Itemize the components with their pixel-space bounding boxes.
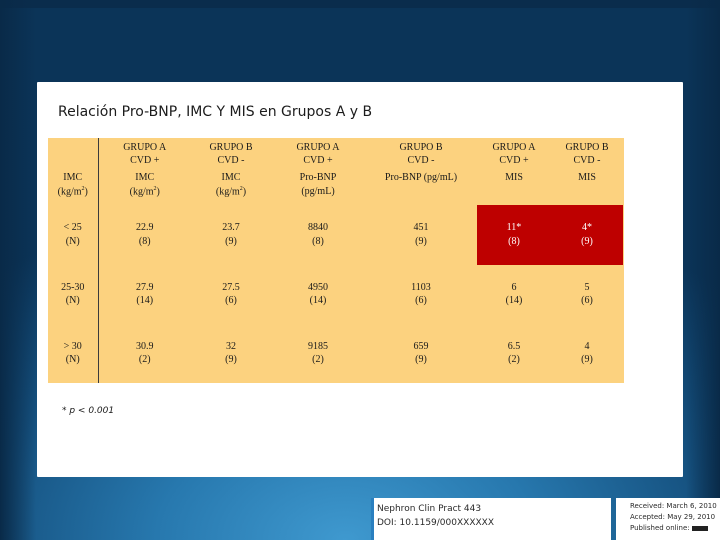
table-cell: 4 (9) <box>581 340 593 366</box>
journal-citation: Nephron Clin Pract 443 DOI: 10.1159/000X… <box>371 498 611 540</box>
table-cell: 23.7 (9) <box>222 222 240 247</box>
published-date: Published online: <box>630 524 708 532</box>
table-cell: 8840 (8) <box>308 222 328 247</box>
table-cell: 1103 (6) <box>411 281 431 307</box>
journal-accent-bar <box>371 498 374 540</box>
table-cell: 6 (14) <box>505 281 523 307</box>
slide-top-frame <box>0 0 720 8</box>
accepted-date: Accepted: May 29, 2010 <box>630 513 716 521</box>
units-cell: IMC (kg/m2) <box>215 172 247 197</box>
table-cell: 451 (9) <box>413 222 429 247</box>
results-table: GRUPO A CVD + GRUPO B CVD - GRUPO A CVD + G… <box>48 138 624 383</box>
row-label-cell: < 25 (N) <box>48 205 99 265</box>
units-cell: MIS <box>578 172 596 184</box>
slide-right-frame <box>686 0 720 540</box>
slide-title: Relación Pro-BNP, IMC Y MIS en Grupos A … <box>58 104 373 120</box>
table-units-row: IMC (kg/m2) IMC (kg/m2) IMC (kg/m2) Pro-BNP… <box>48 170 623 206</box>
highlighted-cell: 11* (8) <box>477 205 551 265</box>
table-cell: 659 (9) <box>413 340 429 366</box>
units-cell: Pro-BNP (pg/mL) <box>299 172 337 197</box>
journal-name: Nephron Clin Pract 443 <box>377 504 482 514</box>
header-cell: GRUPO B CVD - <box>565 141 609 167</box>
units-cell: Pro-BNP (pg/mL) <box>384 172 458 184</box>
table-cell: 22.9 (8) <box>136 222 154 247</box>
table-row: > 30 (N) 30.9 (2) 32 (9) 9185 (2) 659 (9) 6.5… <box>48 323 623 383</box>
table-cell: 27.5 (6) <box>222 281 240 307</box>
units-cell: IMC (kg/m2) <box>129 172 160 197</box>
received-date: Received: March 6, 2010 <box>630 502 717 510</box>
header-cell: GRUPO B CVD - <box>209 141 253 167</box>
header-cell: GRUPO A CVD + <box>296 141 340 167</box>
row-label-cell: 25-30 (N) <box>48 264 99 324</box>
redacted-mark <box>691 525 708 531</box>
units-cell: IMC (kg/m2) <box>48 170 99 206</box>
table-cell: 6.5 (2) <box>507 340 521 366</box>
table-cell: 9185 (2) <box>308 340 328 366</box>
publication-dates: Received: March 6, 2010 Accepted: May 29… <box>616 498 720 540</box>
table-cell: 27.9 (14) <box>136 281 154 307</box>
slide-left-frame <box>0 0 36 540</box>
header-cell <box>48 138 99 171</box>
header-cell: GRUPO A CVD + <box>123 141 167 167</box>
header-cell: GRUPO A CVD + <box>492 141 536 167</box>
table-cell: 32 (9) <box>225 340 237 366</box>
highlighted-cell: 4* (9) <box>551 205 623 265</box>
table-row: < 25 (N) 22.9 (8) 23.7 (9) 8840 (8) 451 (9) 1… <box>48 205 623 265</box>
table-cell: 4950 (14) <box>308 281 328 307</box>
significance-footnote: * p < 0.001 <box>62 406 115 416</box>
table-cell: 30.9 (2) <box>136 340 154 366</box>
journal-doi: DOI: 10.1159/000XXXXXX <box>377 518 494 528</box>
units-cell: MIS <box>505 172 523 184</box>
row-label-cell: > 30 (N) <box>48 323 99 383</box>
table-header-row: GRUPO A CVD + GRUPO B CVD - GRUPO A CVD + G… <box>48 138 623 171</box>
table-cell: 5 (6) <box>581 281 593 307</box>
table-row: 25-30 (N) 27.9 (14) 27.5 (6) 4950 (14) 1103(… <box>48 264 623 324</box>
header-cell: GRUPO B CVD - <box>399 141 443 167</box>
